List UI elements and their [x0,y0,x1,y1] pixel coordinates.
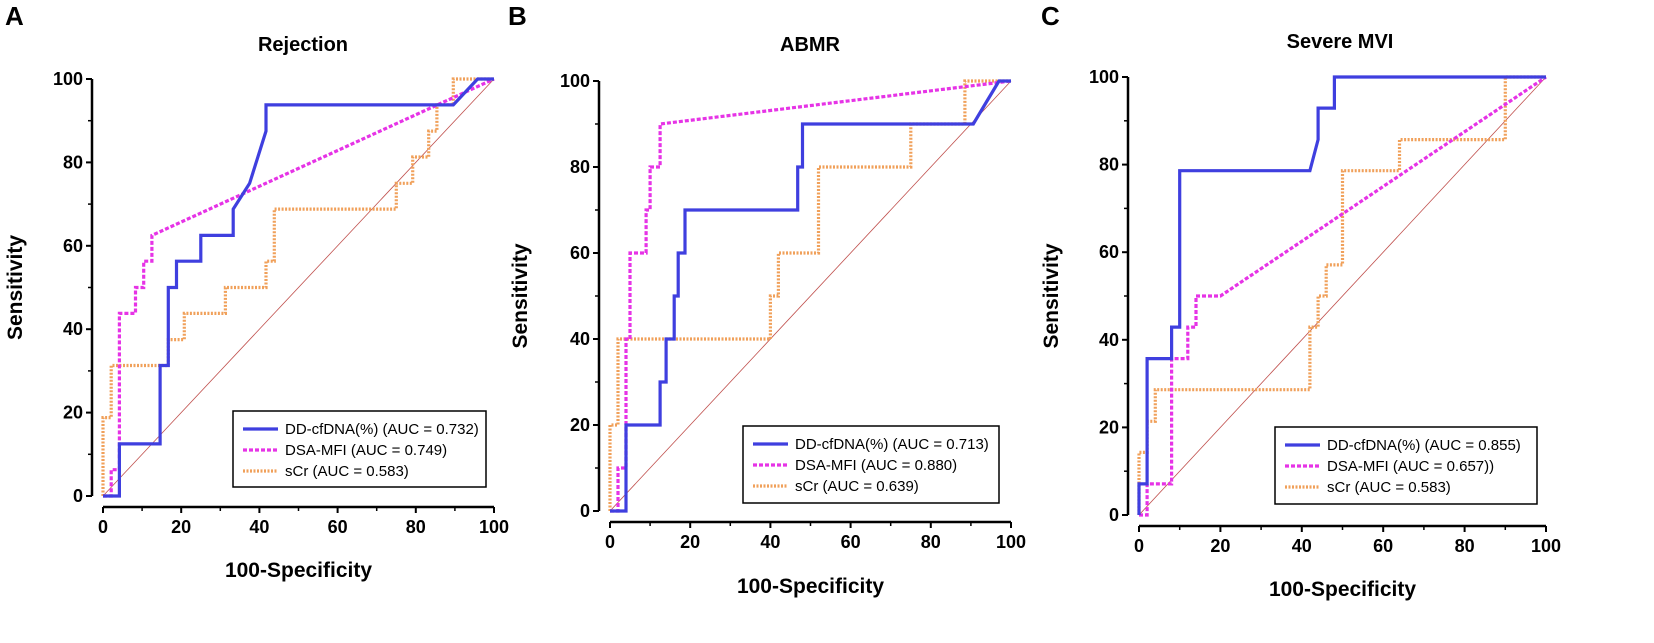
series-line-dd-cfdna [1137,75,1546,515]
x-tick-label: 0 [1134,536,1144,556]
x-tick-label: 20 [1210,536,1230,556]
x-tick-label: 60 [841,532,861,552]
y-tick-label: 100 [560,71,590,91]
y-tick-label: 0 [1109,505,1119,525]
y-axis-title: Sensitivity [4,235,27,340]
legend: DD-cfDNA(%) (AUC = 0.855) DSA-MFI (AUC = … [1274,426,1538,505]
x-tick-label: 60 [328,517,348,537]
series-line-dsa-mfi [610,79,1012,513]
panel-letter: B [508,1,527,31]
legend: DD-cfDNA(%) (AUC = 0.713) DSA-MFI (AUC = … [742,425,1000,504]
y-tick-label: 60 [1099,242,1119,262]
series-line-scr [1137,75,1546,515]
legend: DD-cfDNA(%) (AUC = 0.732) DSA-MFI (AUC = … [232,410,487,488]
y-tick-label: 40 [63,319,83,339]
x-axis-title: 100-Specificity [1269,578,1416,601]
x-axis-title: 100-Specificity [225,559,372,582]
x-tick-label: 100 [479,517,509,537]
panel-b: B ABMR 0 20 40 60 80 100 0 20 40 60 80 100 100-Specifi… [508,1,1026,598]
chance-diagonal [1138,76,1547,516]
y-tick-label: 60 [570,243,590,263]
series-line-dd-cfdna [610,79,1011,513]
x-tick-label: 40 [249,517,269,537]
legend-entry: DSA-MFI (AUC = 0.880) [795,457,957,474]
chart-title: Severe MVI [1287,31,1394,53]
chart-title: Rejection [258,34,348,56]
y-tick-label: 20 [63,403,83,423]
panel-letter: A [5,1,24,31]
series-line-dsa-mfi [1139,75,1547,517]
series-line-dd-cfdna [103,77,494,498]
x-tick-label: 0 [605,532,615,552]
legend-entry: sCr (AUC = 0.639) [795,478,919,495]
panel-c: C Severe MVI 0 20 40 60 80 100 0 20 40 60 80 100 100-S… [1040,1,1561,601]
legend-entry: DD-cfDNA(%) (AUC = 0.732) [285,421,479,438]
x-tick-label: 40 [760,532,780,552]
legend-entry: sCr (AUC = 0.583) [1327,479,1451,496]
x-tick-label: 20 [680,532,700,552]
legend-entry: DD-cfDNA(%) (AUC = 0.855) [1327,437,1521,454]
y-tick-label: 60 [63,236,83,256]
x-tick-label: 80 [921,532,941,552]
x-axis-title: 100-Specificity [737,575,884,598]
legend-entry: DSA-MFI (AUC = 0.749) [285,442,447,459]
y-tick-label: 80 [570,157,590,177]
x-tick-label: 0 [98,517,108,537]
y-tick-label: 20 [1099,417,1119,437]
y-tick-label: 80 [1099,155,1119,175]
x-tick-label: 100 [1531,536,1561,556]
x-tick-label: 100 [996,532,1026,552]
x-tick-label: 80 [406,517,426,537]
y-axis-title: Sensitivity [509,243,532,348]
x-tick-label: 60 [1373,536,1393,556]
panel-letter: C [1041,1,1060,31]
series-line-dsa-mfi [103,77,495,498]
y-tick-label: 40 [570,329,590,349]
legend-entry: DD-cfDNA(%) (AUC = 0.713) [795,436,989,453]
x-tick-label: 80 [1455,536,1475,556]
y-tick-label: 100 [1089,67,1119,87]
y-tick-label: 40 [1099,330,1119,350]
panel-a: A Rejection 0 20 40 60 80 100 0 20 40 60 80 100 100-Sp… [4,1,509,582]
y-tick-label: 0 [73,486,83,506]
x-tick-label: 40 [1292,536,1312,556]
y-tick-label: 80 [63,152,83,172]
chart-title: ABMR [780,34,841,56]
x-tick-label: 20 [171,517,191,537]
legend-entry: sCr (AUC = 0.583) [285,463,409,480]
y-tick-label: 0 [580,501,590,521]
y-tick-label: 100 [53,69,83,89]
chance-diagonal [609,80,1012,512]
series-line-scr [608,79,1011,511]
legend-entry: DSA-MFI (AUC = 0.657)) [1327,458,1494,475]
y-axis-title: Sensitivity [1040,243,1063,348]
y-tick-label: 20 [570,415,590,435]
